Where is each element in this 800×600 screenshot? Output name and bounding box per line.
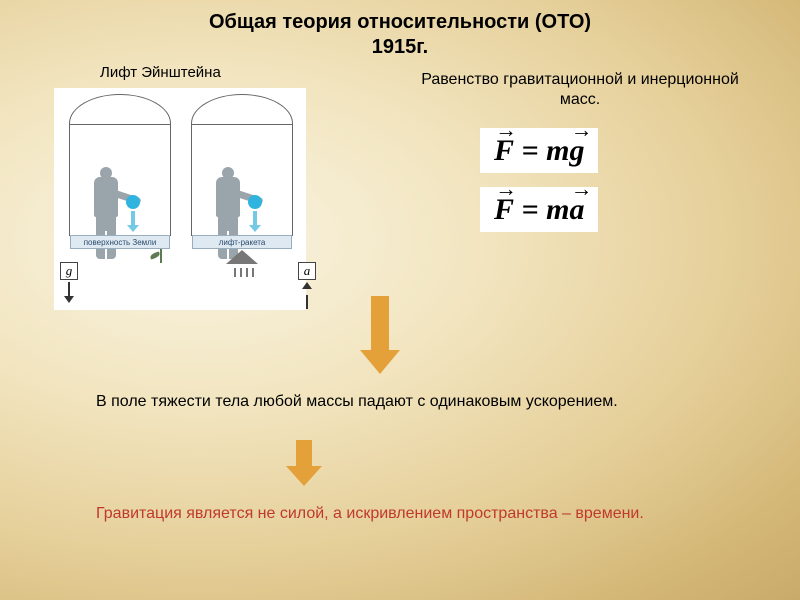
vector-F: F [494, 193, 514, 226]
falling-ball-icon [248, 195, 262, 209]
falling-ball-icon [126, 195, 140, 209]
vector-a: a [569, 193, 584, 226]
a-symbol: a [298, 262, 316, 280]
ball-velocity-arrow-icon [131, 211, 135, 225]
caption-elevator: Лифт Эйнштейна [100, 64, 221, 81]
elevator-roof [69, 94, 171, 125]
thruster-icon [226, 250, 258, 272]
title-line-2: 1915г. [372, 36, 428, 58]
elevator-cabin [191, 124, 293, 236]
statement-freefall: В поле тяжести тела любой массы падают с… [96, 392, 656, 413]
equals: = [522, 193, 547, 226]
g-symbol: g [60, 262, 78, 280]
ball-velocity-arrow-icon [253, 211, 257, 225]
elevator-earth: поверхность Земли [66, 94, 178, 270]
elevator-rocket-label: лифт-ракета [192, 235, 292, 249]
scalar-m: m [546, 134, 569, 167]
slide-title: Общая теория относительности (ОТО) 1915г… [0, 10, 800, 60]
statement-curvature: Гравитация является не силой, а искривле… [96, 504, 716, 525]
elevator-roof [191, 94, 293, 125]
slide: Общая теория относительности (ОТО) 1915г… [0, 0, 800, 600]
elevator-earth-label: поверхность Земли [70, 235, 170, 249]
formula-f-ma: F = ma [480, 187, 598, 232]
title-line-1: Общая теория относительности (ОТО) [209, 11, 591, 33]
arrow-down-icon [286, 440, 322, 486]
elevator-pair: поверхность Земли лифт-ракета [62, 94, 298, 304]
vector-F: F [494, 134, 514, 167]
elevator-rocket: лифт-ракета [188, 94, 300, 270]
g-arrow-icon: g [60, 262, 78, 302]
elevator-cabin [69, 124, 171, 236]
caption-mass-equivalence: Равенство гравитационной и инерционной м… [420, 70, 740, 110]
formula-block: F = mg F = ma [480, 128, 680, 246]
vector-g: g [569, 134, 584, 167]
einstein-elevator-diagram: поверхность Земли лифт-ракета [54, 88, 306, 310]
equals: = [522, 134, 547, 167]
a-arrow-icon: a [298, 262, 316, 302]
arrow-down-icon [360, 296, 400, 374]
scalar-m: m [546, 193, 569, 226]
formula-f-mg: F = mg [480, 128, 598, 173]
